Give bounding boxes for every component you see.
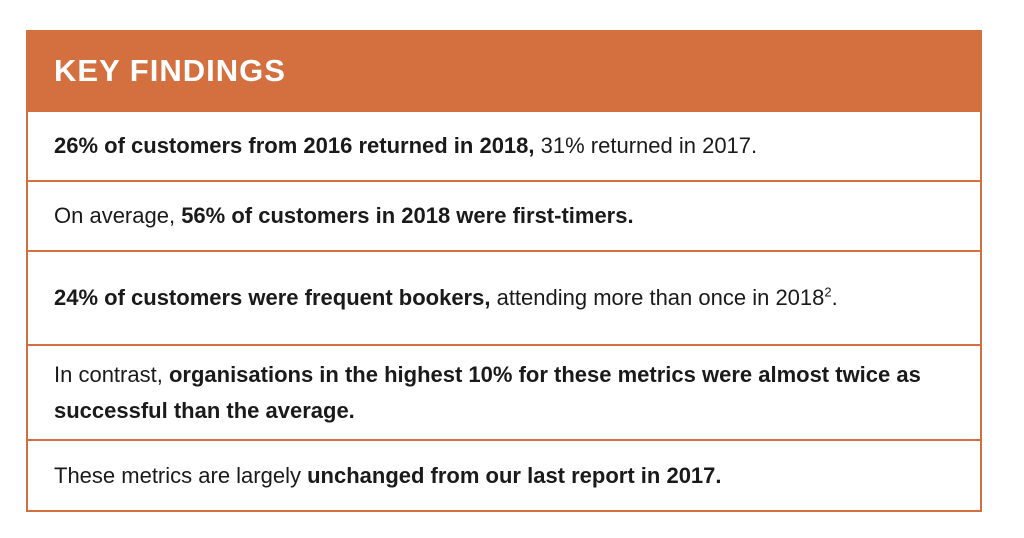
- panel-header: KEY FINDINGS: [28, 32, 980, 110]
- finding-text: In contrast, organisations in the highes…: [54, 357, 954, 429]
- finding-normal-text: In contrast,: [54, 361, 169, 387]
- finding-bold-text: unchanged from our last report in 2017.: [307, 462, 722, 488]
- panel-title: KEY FINDINGS: [54, 53, 286, 88]
- finding-normal-text: attending more than once in 2018: [490, 285, 825, 310]
- finding-text: On average, 56% of customers in 2018 wer…: [54, 198, 634, 234]
- finding-row: These metrics are largely unchanged from…: [28, 439, 980, 510]
- finding-bold-text: 56% of customers in 2018 were first-time…: [181, 203, 634, 228]
- key-findings-panel: KEY FINDINGS 26% of customers from 2016 …: [26, 30, 982, 512]
- footnote-marker: 2: [824, 284, 832, 300]
- finding-bold-text: organisations in the highest 10% for the…: [54, 361, 921, 423]
- finding-end-punctuation: .: [831, 285, 838, 310]
- finding-normal-text: These metrics are largely: [54, 462, 308, 488]
- finding-bold-text: 26% of customers from 2016 returned in 2…: [54, 133, 535, 158]
- finding-normal-text: 31% returned in 2017.: [534, 133, 758, 158]
- finding-bold-text: 24% of customers were frequent bookers,: [54, 285, 491, 310]
- finding-text: 24% of customers were frequent bookers, …: [54, 280, 838, 316]
- finding-row: 26% of customers from 2016 returned in 2…: [28, 110, 980, 180]
- finding-normal-text: On average,: [54, 203, 182, 228]
- finding-row: 24% of customers were frequent bookers, …: [28, 250, 980, 344]
- finding-row: On average, 56% of customers in 2018 wer…: [28, 180, 980, 250]
- finding-text: 26% of customers from 2016 returned in 2…: [54, 128, 757, 164]
- finding-text: These metrics are largely unchanged from…: [54, 458, 722, 494]
- finding-row: In contrast, organisations in the highes…: [28, 344, 980, 439]
